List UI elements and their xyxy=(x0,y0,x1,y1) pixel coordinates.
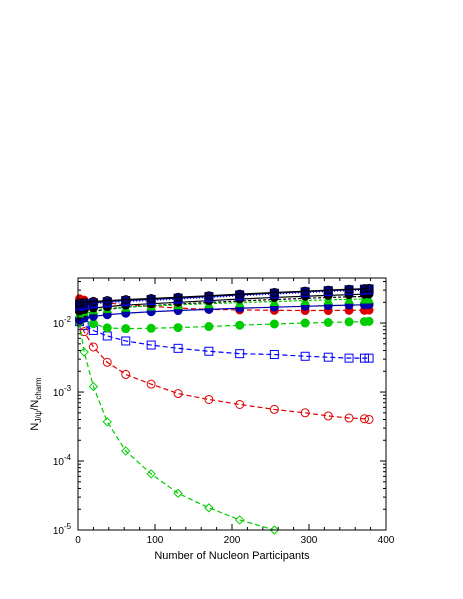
y-tick-label: 10-5 xyxy=(53,522,72,537)
data-point xyxy=(102,296,112,306)
data-point xyxy=(79,347,89,357)
plot-frame xyxy=(77,277,387,531)
data-point xyxy=(364,293,374,304)
data-point xyxy=(79,297,89,307)
data-point xyxy=(269,525,280,535)
series-line xyxy=(78,299,370,330)
data-point xyxy=(364,353,374,363)
data-point xyxy=(235,289,245,299)
series-line xyxy=(79,321,370,359)
data-point xyxy=(88,381,99,392)
series-2 xyxy=(74,318,280,535)
data-point xyxy=(269,319,279,329)
data-point xyxy=(364,414,374,424)
data-point xyxy=(344,317,354,327)
data-point xyxy=(323,352,333,362)
x-tick-label: 300 xyxy=(301,535,318,546)
data-point xyxy=(121,336,131,346)
data-point xyxy=(204,394,214,404)
data-point xyxy=(300,318,310,328)
data-point xyxy=(79,327,89,337)
y-axis-label: NJ/ψ/Ncharm xyxy=(29,377,43,430)
data-point xyxy=(146,294,156,304)
data-point xyxy=(323,411,333,421)
data-point xyxy=(173,292,183,302)
data-point xyxy=(121,369,131,379)
y-label-sub2: charm xyxy=(34,377,43,400)
tick-labels: 0 100 200 300 400 10-5 10-4 10-3 10-2 xyxy=(53,315,395,546)
data-point xyxy=(204,291,214,301)
y-tick-label: 10-3 xyxy=(53,384,72,399)
data-point xyxy=(204,322,214,332)
data-point xyxy=(146,340,156,350)
data-point xyxy=(88,342,98,352)
data-point xyxy=(121,295,131,305)
data-point xyxy=(234,515,245,525)
data-point xyxy=(269,404,279,414)
x-tick-label: 100 xyxy=(147,535,164,546)
series-11 xyxy=(75,283,374,308)
x-tick-label: 200 xyxy=(224,535,241,546)
data-point xyxy=(300,408,310,418)
y-tick-label: 10-2 xyxy=(53,315,72,330)
data-point xyxy=(88,296,98,306)
data-point xyxy=(173,389,183,399)
y-tick-label: 10-4 xyxy=(53,453,72,468)
data-point xyxy=(235,320,245,330)
data-point xyxy=(344,413,354,423)
data-point xyxy=(323,285,333,295)
data-point xyxy=(121,324,131,334)
data-point xyxy=(269,350,279,360)
data-point xyxy=(323,317,333,327)
data-point xyxy=(359,284,369,294)
data-point xyxy=(75,298,85,308)
data-point xyxy=(364,316,374,326)
data-point xyxy=(146,379,156,389)
series-line xyxy=(79,287,370,304)
y-label-sub1: J/ψ xyxy=(34,410,43,422)
data-point xyxy=(204,346,214,356)
data-point xyxy=(235,399,245,409)
data-point xyxy=(146,323,156,333)
data-point xyxy=(359,414,369,424)
data-point xyxy=(204,503,214,513)
data-point xyxy=(121,446,131,456)
data-point xyxy=(269,288,279,298)
series-1 xyxy=(75,317,374,424)
series-line xyxy=(78,321,370,421)
series-layer xyxy=(74,283,374,535)
data-point xyxy=(235,349,245,359)
series-line xyxy=(78,322,275,531)
x-tick-label: 0 xyxy=(75,535,81,546)
data-point xyxy=(102,323,112,333)
data-point xyxy=(173,323,183,333)
data-point xyxy=(344,294,354,304)
y-label-mid: /N xyxy=(29,400,41,411)
y-label-main: N xyxy=(29,423,41,431)
data-point xyxy=(300,351,310,361)
data-point xyxy=(102,357,112,367)
data-point xyxy=(344,353,354,363)
x-axis-label: Number of Nucleon Participants xyxy=(154,550,310,562)
data-point xyxy=(102,417,112,427)
data-point xyxy=(364,283,374,293)
data-point xyxy=(344,284,354,294)
data-point xyxy=(359,353,369,363)
data-point xyxy=(146,469,156,479)
data-point xyxy=(173,343,183,353)
data-point xyxy=(173,488,183,499)
data-point xyxy=(300,286,310,296)
data-point xyxy=(102,331,112,341)
x-tick-label: 400 xyxy=(378,535,395,546)
